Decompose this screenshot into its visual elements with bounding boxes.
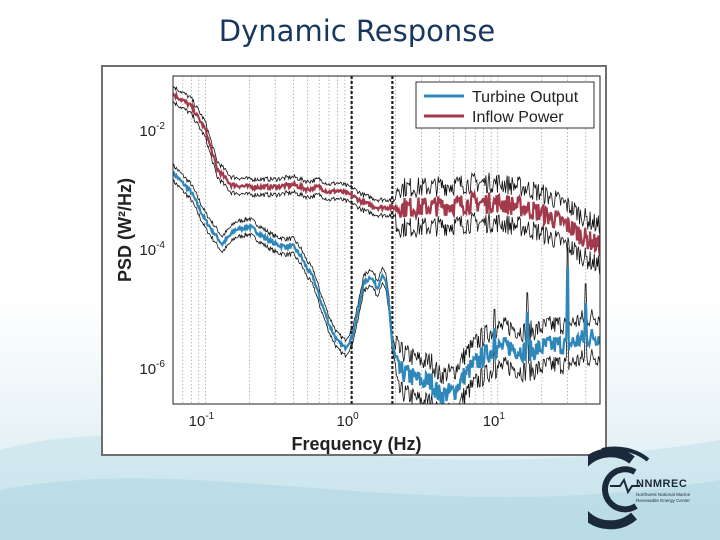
legend-label: Inflow Power <box>472 109 564 126</box>
series-1 <box>173 85 600 277</box>
y-tick-label: 10-6 <box>139 359 165 378</box>
x-axis-label: Frequency (Hz) <box>291 434 421 454</box>
confidence-upper <box>173 85 600 237</box>
logo-subtitle: Northwest National Marine Renewable Ener… <box>636 492 691 503</box>
axes-box <box>172 75 601 405</box>
figure-frame: 10-1 100 101 10-6 10-4 10-2 Frequency (Hz) PSD … <box>101 65 607 456</box>
confidence-lower <box>173 100 600 277</box>
y-tick-label: 10-4 <box>139 240 165 259</box>
legend-label: Turbine Output <box>472 89 579 106</box>
series-line <box>173 171 600 404</box>
x-tick-label: 101 <box>483 411 506 430</box>
y-tick-label: 10-2 <box>139 121 165 140</box>
logo-name: NNMREC <box>636 478 688 490</box>
x-tick-label: 10-1 <box>189 411 215 430</box>
nnmrec-logo <box>588 446 650 530</box>
series-line <box>173 90 600 257</box>
psd-chart: 10-1 100 101 10-6 10-4 10-2 Frequency (Hz) PSD … <box>115 75 601 454</box>
x-tick-label: 100 <box>336 411 359 430</box>
y-axis-label: PSD (W²/Hz) <box>115 178 135 282</box>
decorative-wave <box>0 435 720 540</box>
slide-title: Dynamic Response <box>218 14 496 48</box>
series-0 <box>173 163 600 404</box>
legend-box <box>415 81 595 129</box>
